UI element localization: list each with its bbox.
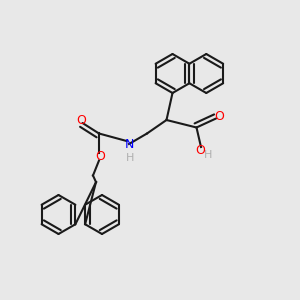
Text: O: O: [196, 144, 205, 158]
Text: H: H: [204, 150, 212, 160]
Text: H: H: [126, 153, 135, 164]
Text: N: N: [124, 137, 134, 151]
Text: O: O: [76, 113, 86, 127]
Text: O: O: [96, 149, 105, 163]
Text: O: O: [214, 110, 224, 123]
